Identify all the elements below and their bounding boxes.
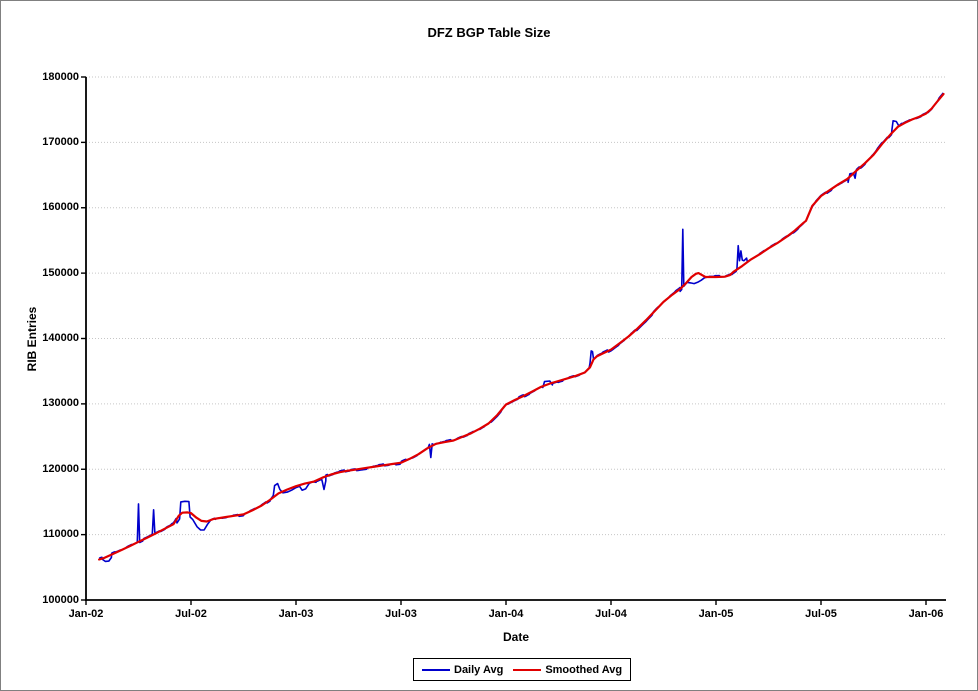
chart-title: DFZ BGP Table Size bbox=[427, 25, 551, 40]
x-tick-label: Jul-04 bbox=[595, 608, 627, 620]
x-tick-label: Jan-02 bbox=[68, 608, 104, 620]
daily-avg-line bbox=[98, 92, 944, 563]
smoothed-avg-line bbox=[97, 92, 945, 561]
legend-item: Smoothed Avg bbox=[513, 664, 622, 676]
y-tick-label: 110000 bbox=[42, 528, 79, 541]
x-tick-label: Jan-05 bbox=[698, 608, 734, 620]
x-tick-label: Jul-03 bbox=[385, 608, 417, 620]
y-tick-label: 180000 bbox=[42, 70, 79, 83]
x-tick-label: Jan-04 bbox=[488, 608, 524, 620]
legend-line-swatch bbox=[513, 668, 542, 671]
y-tick-label: 160000 bbox=[42, 201, 79, 214]
x-tick-label: Jan-06 bbox=[908, 608, 944, 620]
chart-legend: Daily Avg Smoothed Avg bbox=[413, 658, 632, 681]
y-tick-label: 100000 bbox=[42, 593, 79, 606]
y-tick-label: 140000 bbox=[42, 332, 79, 344]
y-tick-label: 150000 bbox=[42, 266, 79, 279]
x-tick-label: Jul-02 bbox=[175, 608, 207, 620]
x-tick-label: Jul-05 bbox=[805, 608, 837, 620]
y-tick-label: 120000 bbox=[42, 462, 79, 475]
legend-item-label: Smoothed Avg bbox=[545, 663, 623, 676]
y-tick-label: 170000 bbox=[42, 135, 79, 148]
axes bbox=[81, 76, 946, 605]
legend-item: Daily Avg bbox=[422, 664, 503, 676]
x-tick-label: Jan-03 bbox=[278, 608, 314, 620]
legend-item-label: Daily Avg bbox=[454, 663, 504, 676]
gridlines bbox=[86, 76, 946, 536]
y-tick-label: 130000 bbox=[42, 397, 79, 410]
x-axis-title: Date bbox=[502, 630, 530, 644]
legend-line-swatch bbox=[422, 668, 450, 671]
